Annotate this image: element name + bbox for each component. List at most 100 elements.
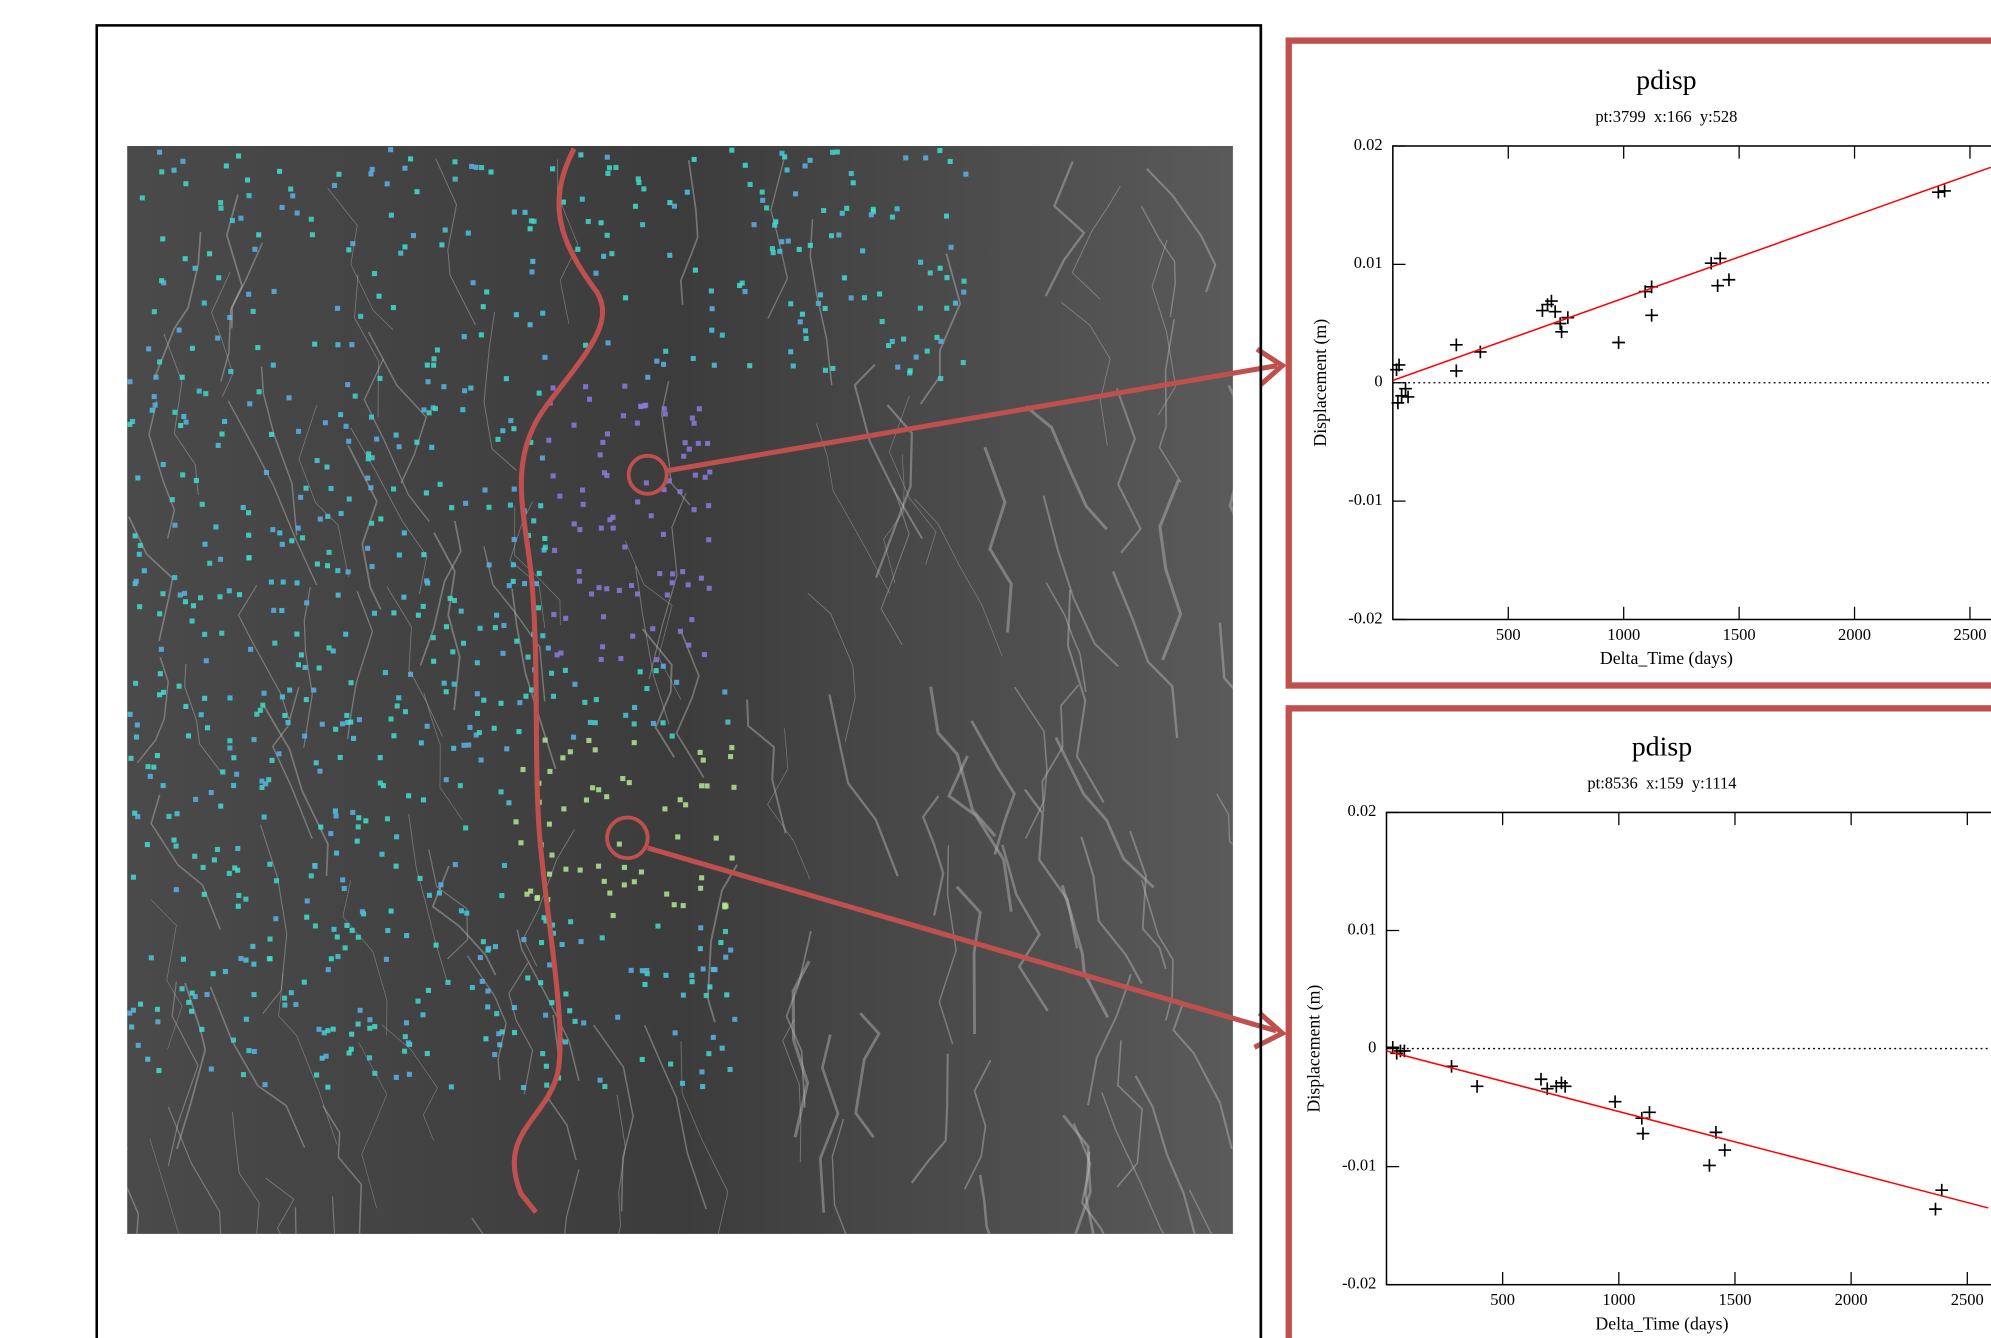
image-point	[650, 626, 655, 631]
image-point	[664, 892, 669, 897]
image-point	[216, 275, 221, 280]
image-point	[290, 193, 295, 198]
image-point	[231, 1038, 236, 1043]
image-background	[127, 146, 1233, 1234]
image-point	[156, 1068, 161, 1073]
image-point	[712, 363, 717, 368]
image-point	[235, 868, 240, 873]
image-point	[563, 668, 568, 673]
image-point	[331, 648, 336, 653]
image-point	[282, 713, 287, 718]
image-point	[304, 486, 309, 491]
image-point	[661, 664, 666, 669]
image-point	[235, 846, 240, 851]
image-point	[138, 1002, 143, 1007]
image-point	[243, 958, 248, 963]
image-point	[580, 487, 585, 492]
image-point	[504, 376, 509, 381]
image-point	[632, 705, 637, 710]
image-point	[600, 644, 605, 649]
image-point	[623, 295, 628, 300]
image-point	[540, 633, 545, 638]
image-point	[199, 1027, 204, 1032]
image-point	[427, 893, 432, 898]
image-point	[335, 342, 340, 347]
image-point	[709, 328, 714, 333]
image-point	[281, 580, 286, 585]
image-point	[632, 879, 637, 884]
image-point	[394, 834, 399, 839]
image-point	[551, 694, 556, 699]
image-point	[663, 349, 668, 354]
image-point	[356, 935, 361, 940]
image-point	[170, 497, 175, 502]
image-point	[604, 473, 609, 478]
image-point	[336, 593, 341, 598]
image-point	[918, 306, 923, 311]
image-point	[737, 283, 742, 288]
image-point	[481, 698, 486, 703]
image-point	[198, 595, 203, 600]
image-point	[788, 349, 793, 354]
image-point	[844, 206, 849, 211]
image-point	[402, 244, 407, 249]
image-point	[347, 496, 352, 501]
image-point	[389, 909, 394, 914]
image-point	[437, 891, 442, 896]
image-point	[895, 206, 900, 211]
image-point	[248, 647, 253, 652]
image-point	[604, 586, 609, 591]
image-point	[385, 816, 390, 821]
image-point	[335, 306, 340, 311]
image-point	[729, 745, 734, 750]
image-point	[586, 738, 591, 743]
image-point	[223, 969, 228, 974]
image-point	[151, 765, 156, 770]
image-point	[723, 929, 728, 934]
image-point	[629, 583, 634, 588]
image-point	[429, 445, 434, 450]
image-point	[411, 233, 416, 238]
image-point	[602, 1084, 607, 1089]
image-point	[172, 523, 177, 528]
image-point	[398, 251, 403, 256]
image-point	[426, 988, 431, 993]
image-point	[161, 462, 166, 467]
image-point	[692, 507, 697, 512]
image-point	[704, 993, 709, 998]
image-point	[605, 431, 610, 436]
image-point	[803, 163, 808, 168]
image-point	[511, 426, 516, 431]
image-point	[433, 406, 438, 411]
image-point	[157, 692, 162, 697]
image-point	[549, 1000, 554, 1005]
image-point	[282, 1002, 287, 1007]
image-point	[483, 487, 488, 492]
image-point	[475, 711, 480, 716]
image-point	[202, 696, 207, 701]
image-point	[153, 375, 158, 380]
image-point	[611, 526, 616, 531]
image-point	[640, 222, 645, 227]
image-point	[791, 363, 796, 368]
image-point	[492, 1052, 497, 1057]
image-point	[205, 725, 210, 730]
image-point	[358, 1008, 363, 1013]
image-point	[702, 652, 707, 657]
image-point	[388, 716, 393, 721]
image-point	[512, 1005, 517, 1010]
image-point	[680, 569, 685, 574]
image-point	[580, 197, 585, 202]
image-point	[611, 913, 616, 918]
image-point	[459, 908, 464, 913]
image-point	[313, 923, 318, 928]
image-point	[483, 1036, 488, 1041]
image-point	[661, 532, 666, 537]
image-point	[355, 839, 360, 844]
image-point	[678, 797, 683, 802]
image-point	[692, 421, 697, 426]
image-point	[528, 889, 533, 894]
image-point	[678, 489, 683, 494]
image-point	[394, 864, 399, 869]
image-point	[142, 568, 147, 573]
